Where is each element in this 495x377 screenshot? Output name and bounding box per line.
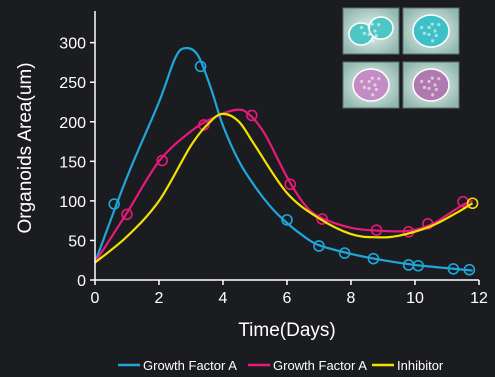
series-1-point-6 [367,252,380,265]
series-2-point-2 [156,154,168,167]
series-2-point-6 [316,213,329,225]
x-tick-label: 12 [470,290,488,307]
y-tick-label: 300 [59,36,86,53]
x-tick-label: 8 [347,290,356,307]
series-3-point-1 [466,197,479,210]
organoid-cyan-round-image [402,7,460,55]
series-1-point-2 [194,60,207,73]
series-1-point-1 [108,198,120,210]
y-tick-label: 200 [59,115,86,132]
series-2-point-1 [121,208,133,221]
organoid-cyan-dumbbell-image [342,7,400,55]
series-line-2 [94,108,473,264]
series-1-point-4 [313,240,325,252]
y-axis-label: Organoids Area(um) [15,62,36,233]
series-line-3 [94,112,474,264]
x-tick-label: 6 [283,290,292,307]
organoid-pink-round-image [402,61,460,109]
legend-label-1: Growth Factor A [143,358,237,373]
legend: Growth Factor A Growth Factor A Inhibitor [118,358,444,373]
x-tick-label: 4 [219,290,228,307]
y-tick-label: 50 [68,233,86,250]
series-2-point-4 [246,109,258,122]
series-2-point-7 [370,224,383,236]
y-tick-label: 0 [77,273,86,290]
legend-label-3: Inhibitor [397,358,444,373]
series-1-point-5 [338,247,351,259]
axes: 0 2 4 6 8 10 12 0 50 100 150 200 250 300 [59,11,488,307]
x-tick-label: 10 [406,290,424,307]
plot-area [93,46,479,276]
legend-label-2: Growth Factor A [273,358,367,373]
organoid-thumbnails [342,7,460,109]
series-1-point-10 [463,263,476,276]
x-tick-label: 2 [155,290,164,307]
series-1-point-3 [281,214,293,226]
series-line-1 [93,46,473,272]
y-tick-label: 100 [59,194,86,211]
y-tick-label: 150 [59,154,86,171]
organoid-pink-purple-image [342,61,400,109]
series-2-point-9 [421,218,434,230]
x-axis-label: Time(Days) [238,320,335,341]
y-tick-label: 250 [59,75,86,92]
series-1-point-8 [412,259,425,272]
series-2-point-5 [284,178,297,191]
x-tick-label: 0 [91,290,100,307]
series-1-point-9 [447,263,460,275]
